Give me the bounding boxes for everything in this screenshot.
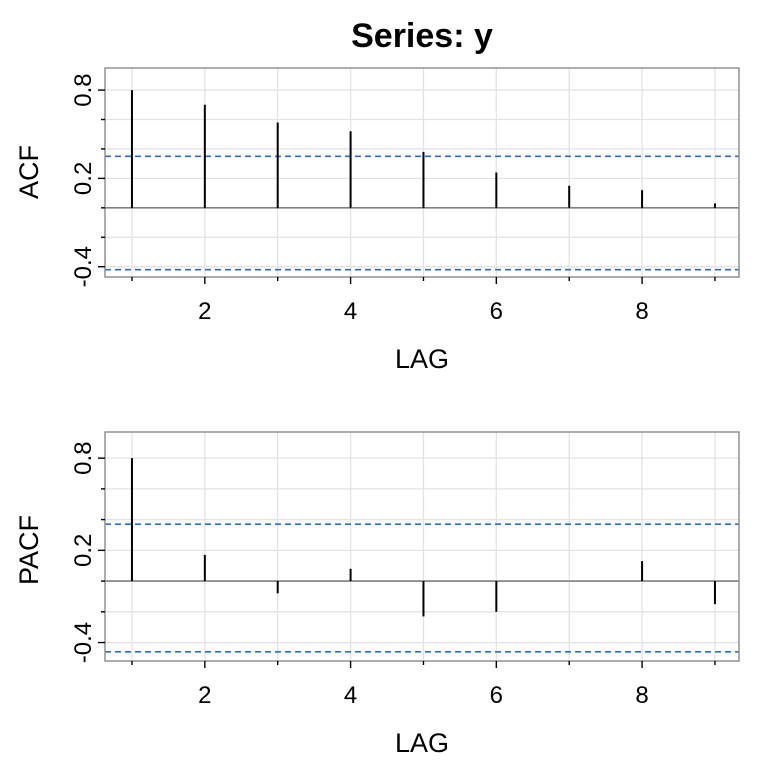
pacf-x-tick-label: 4 bbox=[344, 682, 357, 709]
acf-y-tick-label: -0.4 bbox=[70, 246, 97, 287]
acf-x-tick-label: 2 bbox=[198, 298, 211, 325]
acf-y-tick-label: 0.2 bbox=[70, 162, 97, 195]
acf-x-tick-label: 8 bbox=[635, 298, 648, 325]
acf-panel: ACF LAG 2 4 6 8 -0.4 0.2 0.8 bbox=[14, 67, 740, 374]
pacf-x-tick-label: 6 bbox=[490, 682, 503, 709]
pacf-x-axis-title: LAG bbox=[395, 728, 449, 758]
acf-x-tick-label: 4 bbox=[344, 298, 357, 325]
pacf-y-tick-label: 0.8 bbox=[70, 441, 97, 474]
pacf-x-tick-label: 8 bbox=[635, 682, 648, 709]
pacf-y-tick-label: -0.4 bbox=[70, 622, 97, 663]
acf-x-tick-label: 6 bbox=[490, 298, 503, 325]
acf-y-tick-label: 0.8 bbox=[70, 73, 97, 106]
acf-y-axis-title: ACF bbox=[14, 145, 44, 199]
pacf-y-tick-label: 0.2 bbox=[70, 534, 97, 567]
acf-plot-frame bbox=[104, 67, 740, 278]
pacf-plot-frame bbox=[104, 431, 740, 662]
pacf-x-tick-label: 2 bbox=[198, 682, 211, 709]
pacf-y-axis-title: PACF bbox=[14, 515, 44, 585]
pacf-panel: PACF LAG 2 4 6 8 -0.4 0.2 0.8 bbox=[14, 431, 740, 758]
figure-title: Series: y bbox=[351, 17, 493, 55]
acf-x-axis-title: LAG bbox=[395, 344, 449, 374]
